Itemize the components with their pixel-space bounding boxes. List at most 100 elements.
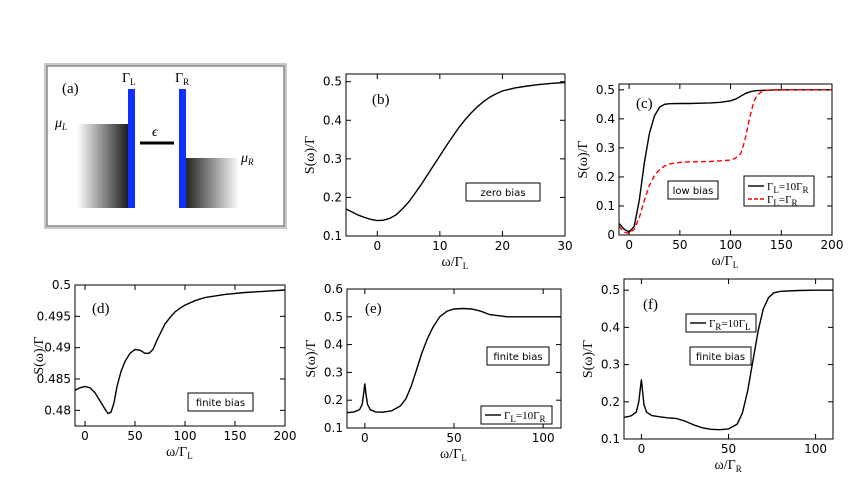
right-lead-reservoir <box>184 158 239 208</box>
x-tick-label: 50 <box>672 238 687 252</box>
panel-label-e: (e) <box>365 301 382 317</box>
series-line-1 <box>345 81 566 222</box>
x-tick-label: 0 <box>625 238 633 252</box>
x-tick-label: 100 <box>174 429 197 443</box>
annotation-text: zero bias <box>480 188 525 199</box>
x-tick-label: 0 <box>373 239 381 253</box>
panel-label-c: (c) <box>636 96 653 112</box>
series-line-1 <box>346 307 561 414</box>
chart-panel-c: 0 50 100 150 200 0 0.1 0.2 0.3 0.4 0.5 (c) S(ω)/Γ ω/Γ… <box>576 83 843 270</box>
x-tick-label: 100 <box>804 442 827 456</box>
y-tick-label: 0.485 <box>37 372 71 386</box>
left-lead-reservoir <box>77 124 129 208</box>
panel-label-d: (d) <box>92 301 110 317</box>
y-tick-label: 0.2 <box>596 170 615 184</box>
chart-panel-e: 0 50 100 0.1 0.2 0.3 0.4 0.5 0.6 (e) S(ω)/Γ ω/ΓL fin… <box>304 282 562 463</box>
x-tick-label: 50 <box>446 431 461 445</box>
y-tick-label: 0.4 <box>601 320 620 334</box>
chart-panel-b: 0 10 20 30 0.1 0.2 0.3 0.4 0.5 (b) S(ω)/Γ ω/ΓL zero … <box>303 73 573 271</box>
y-tick-label: 0.3 <box>596 141 615 155</box>
x-axis-label: ω/ΓL <box>440 447 467 463</box>
y-tick-label: 0.3 <box>323 152 342 166</box>
annotation-box <box>465 182 541 202</box>
legend-entry: ΓL=10ΓR <box>767 181 808 195</box>
y-tick-label: 0.2 <box>323 190 342 204</box>
y-tick-label: 0.49 <box>44 341 71 355</box>
y-tick-label: 0.5 <box>323 75 342 89</box>
y-tick-label: 0.2 <box>601 395 620 409</box>
x-tick-label: 50 <box>721 442 736 456</box>
right-barrier <box>179 89 186 208</box>
mu-left-label: μL <box>54 116 67 132</box>
left-barrier <box>128 89 135 208</box>
y-tick-label: 0.5 <box>52 278 71 292</box>
annotation-box <box>486 346 550 366</box>
y-tick-label: 0.3 <box>324 365 343 379</box>
y-tick-label: 0.495 <box>37 309 71 323</box>
x-tick-label: 150 <box>770 238 793 252</box>
y-axis-label: S(ω)/Γ <box>576 140 591 178</box>
legend-entry: ΓR=10ΓL <box>709 318 750 332</box>
y-tick-label: 0.5 <box>601 283 620 297</box>
annotation-box <box>667 180 719 200</box>
x-tick-label: 50 <box>127 429 142 443</box>
x-axis-label: ω/ΓL <box>712 254 739 270</box>
plot-frame <box>74 284 286 427</box>
legend-entry: ΓL=ΓR <box>767 194 797 208</box>
annotation-text: finite bias <box>493 352 542 363</box>
schematic-panel: (a) ΓL ΓR μL μR ϵ <box>44 63 287 229</box>
gamma-right-label: ΓR <box>175 71 189 87</box>
y-axis-label: S(ω)/Γ <box>32 336 47 374</box>
series-line-1 <box>618 89 832 233</box>
x-axis-label: ω/ΓL <box>166 445 193 461</box>
y-tick-label: 0.6 <box>324 282 343 296</box>
mu-right-label: μR <box>240 151 254 167</box>
annotation-text: finite bias <box>696 352 745 363</box>
y-tick-label: 0.5 <box>596 83 615 97</box>
legend-entry: ΓL=10ΓR <box>504 410 545 424</box>
x-tick-label: 0 <box>638 442 646 456</box>
x-axis-label: ω/ΓL <box>442 255 469 271</box>
y-tick-label: 0.4 <box>596 112 615 126</box>
annotation-text: finite bias <box>196 398 245 409</box>
y-tick-label: 0 <box>607 228 615 242</box>
y-tick-label: 0.48 <box>44 403 71 417</box>
annotation-box <box>689 346 752 366</box>
legend-box <box>480 405 553 425</box>
chart-panel-d: 0 50 100 150 200 0.48 0.485 0.49 0.495 0.5 (d) S(ω)… <box>32 278 296 461</box>
x-tick-label: 200 <box>821 238 844 252</box>
y-tick-label: 0.1 <box>601 432 620 446</box>
x-axis-label: ω/ΓR <box>715 458 742 474</box>
series-line-1 <box>74 289 286 415</box>
x-tick-label: 30 <box>557 239 572 253</box>
plot-frame <box>618 83 833 236</box>
y-tick-label: 0.4 <box>323 113 342 127</box>
epsilon-label: ϵ <box>152 125 159 140</box>
x-tick-label: 20 <box>495 239 510 253</box>
y-tick-label: 0.4 <box>324 338 343 352</box>
plot-frame <box>345 73 566 237</box>
y-tick-label: 0.5 <box>324 310 343 324</box>
legend-box <box>685 313 757 333</box>
annotation-box <box>187 392 254 412</box>
y-tick-label: 0.1 <box>323 229 342 243</box>
annotation-text: low bias <box>673 186 714 197</box>
x-tick-label: 200 <box>274 429 297 443</box>
y-tick-label: 0.2 <box>324 393 343 407</box>
y-tick-label: 0.1 <box>324 421 343 435</box>
x-tick-label: 10 <box>432 239 447 253</box>
series-line-1 <box>623 289 833 431</box>
y-axis-label: S(ω)/Γ <box>303 136 318 174</box>
y-tick-label: 0.1 <box>596 199 615 213</box>
x-tick-label: 100 <box>532 431 555 445</box>
plot-frame <box>346 288 562 429</box>
gamma-left-label: ΓL <box>122 71 136 87</box>
panel-label-a: (a) <box>62 81 79 97</box>
panel-label-f: (f) <box>643 297 658 313</box>
x-tick-label: 0 <box>81 429 89 443</box>
y-axis-label: S(ω)/Γ <box>581 340 596 378</box>
chart-panel-f: 0 50 100 0.1 0.2 0.3 0.4 0.5 (f) S(ω)/Γ ω/ΓR finite… <box>581 278 834 474</box>
series-line-2 <box>618 89 832 235</box>
panel-label-b: (b) <box>372 92 390 108</box>
